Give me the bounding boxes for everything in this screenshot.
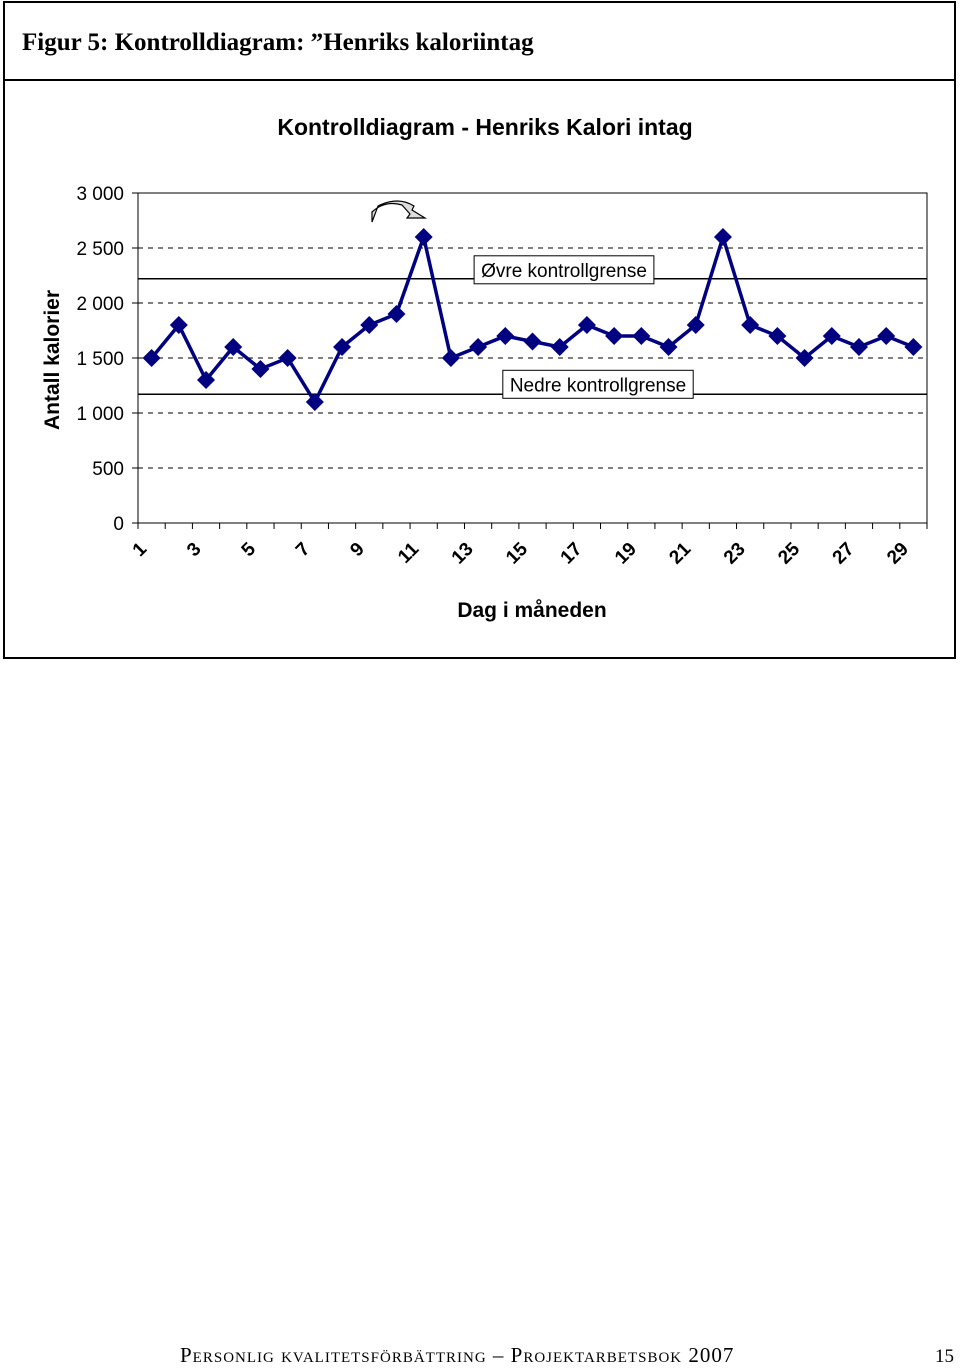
x-axis-label: Dag i måneden	[457, 599, 606, 622]
marker	[877, 327, 896, 345]
annotation: Nedre kontrollgrense	[510, 375, 686, 396]
x-tick-label: 23	[720, 539, 750, 569]
x-tick-label: 1	[129, 538, 152, 561]
marker	[632, 327, 651, 345]
y-tick-label: 500	[92, 459, 124, 480]
marker	[605, 327, 624, 345]
marker	[142, 349, 161, 367]
marker	[741, 316, 760, 334]
marker	[822, 327, 841, 345]
x-tick-label: 17	[557, 539, 587, 569]
marker	[550, 338, 569, 356]
marker	[305, 393, 324, 411]
x-tick-label: 13	[448, 539, 478, 569]
y-tick-label: 0	[113, 514, 124, 535]
y-tick-label: 2 000	[76, 294, 124, 315]
marker	[414, 228, 433, 246]
marker	[278, 349, 297, 367]
x-tick-label: 11	[394, 538, 423, 567]
x-tick-label: 19	[611, 539, 641, 569]
marker	[659, 338, 678, 356]
marker	[849, 338, 868, 356]
marker	[713, 228, 732, 246]
y-tick-label: 1 000	[76, 404, 124, 425]
x-tick-label: 7	[292, 539, 314, 561]
caption: Figur 5: Kontrolldiagram: ”Henriks kalor…	[22, 29, 534, 56]
y-tick-label: 2 500	[76, 239, 124, 260]
y-tick-label: 1 500	[76, 349, 124, 370]
marker	[768, 327, 787, 345]
marker	[577, 316, 596, 334]
marker	[197, 371, 216, 389]
marker	[496, 327, 515, 345]
footer-text: Personlig kvalitetsförbättring – Projekt…	[180, 1343, 734, 1367]
marker	[333, 338, 352, 356]
marker	[469, 338, 488, 356]
annotation-box	[502, 369, 694, 399]
x-tick-label: 27	[829, 539, 859, 569]
marker	[251, 360, 270, 378]
x-tick-label: 9	[346, 539, 368, 561]
chart-box	[3, 79, 956, 659]
marker	[904, 338, 923, 356]
annotation: Øvre kontrollgrense	[481, 261, 647, 282]
y-axis-label: Antall kalorier	[41, 290, 64, 430]
x-tick-label: 5	[238, 538, 261, 561]
x-tick-label: 3	[183, 539, 205, 561]
marker	[795, 349, 814, 367]
marker	[523, 332, 542, 351]
marker	[360, 316, 379, 334]
page-number: 15	[935, 1346, 954, 1367]
marker	[686, 316, 705, 334]
x-tick-label: 21	[665, 538, 695, 568]
arrow-icon	[371, 200, 428, 223]
marker	[169, 316, 188, 334]
chart-title: Kontrolldiagram - Henriks Kalori intag	[277, 114, 692, 140]
y-tick-label: 3 000	[76, 184, 124, 205]
marker	[441, 349, 460, 367]
x-tick-label: 25	[774, 538, 804, 568]
marker	[387, 305, 406, 323]
marker	[224, 338, 243, 356]
x-tick-label: 15	[502, 538, 532, 568]
x-tick-label: 29	[883, 539, 913, 569]
annotation-box	[473, 255, 655, 285]
